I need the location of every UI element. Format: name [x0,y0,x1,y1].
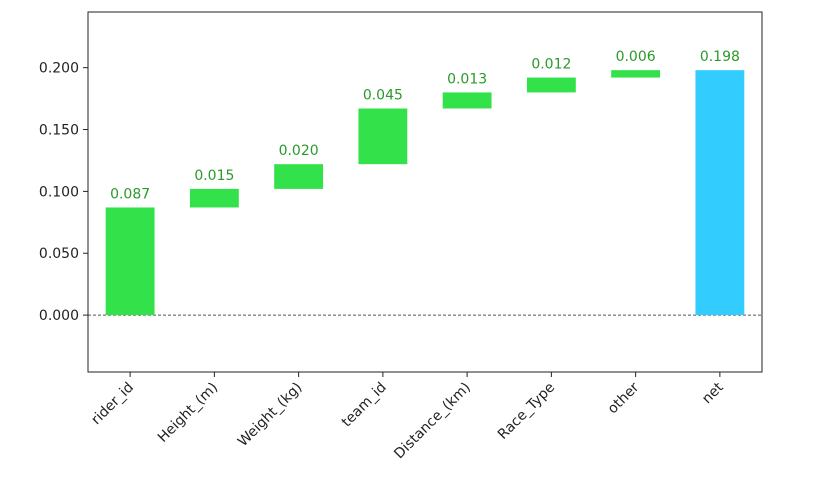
bar-weight-kg [274,164,324,189]
x-tick-label: team_id [339,380,390,431]
bar-height-m [189,188,239,208]
x-tick-label: other [605,379,643,417]
data-label: 0.198 [700,49,740,65]
data-label: 0.006 [616,49,656,65]
y-tick-label: 0.050 [39,246,79,262]
bar-other [611,70,661,78]
bar-rider-id [105,207,155,316]
x-tick-label: Height_(m) [155,380,221,446]
x-tick-label: net [699,379,727,407]
bar-race-type [526,77,576,93]
x-tick-label: rider_id [88,380,137,429]
x-tick-label: Weight_(kg) [235,380,306,451]
data-label: 0.013 [447,71,487,87]
y-tick-label: 0.000 [39,308,79,324]
data-label: 0.012 [531,57,571,73]
data-label: 0.015 [194,168,234,184]
bar-distance-km [442,92,492,109]
data-label: 0.045 [363,87,403,103]
bar-team-id [358,108,408,165]
data-label: 0.087 [110,186,150,202]
y-tick-label: 0.100 [39,184,79,200]
x-tick-label: Race_Type [495,380,558,443]
data-label: 0.020 [279,143,319,159]
y-tick-label: 0.150 [39,123,79,139]
x-tick-label: Distance_(km) [391,380,474,463]
plot-frame [87,11,763,373]
y-tick-label: 0.200 [39,61,79,77]
bar-net [695,70,745,316]
